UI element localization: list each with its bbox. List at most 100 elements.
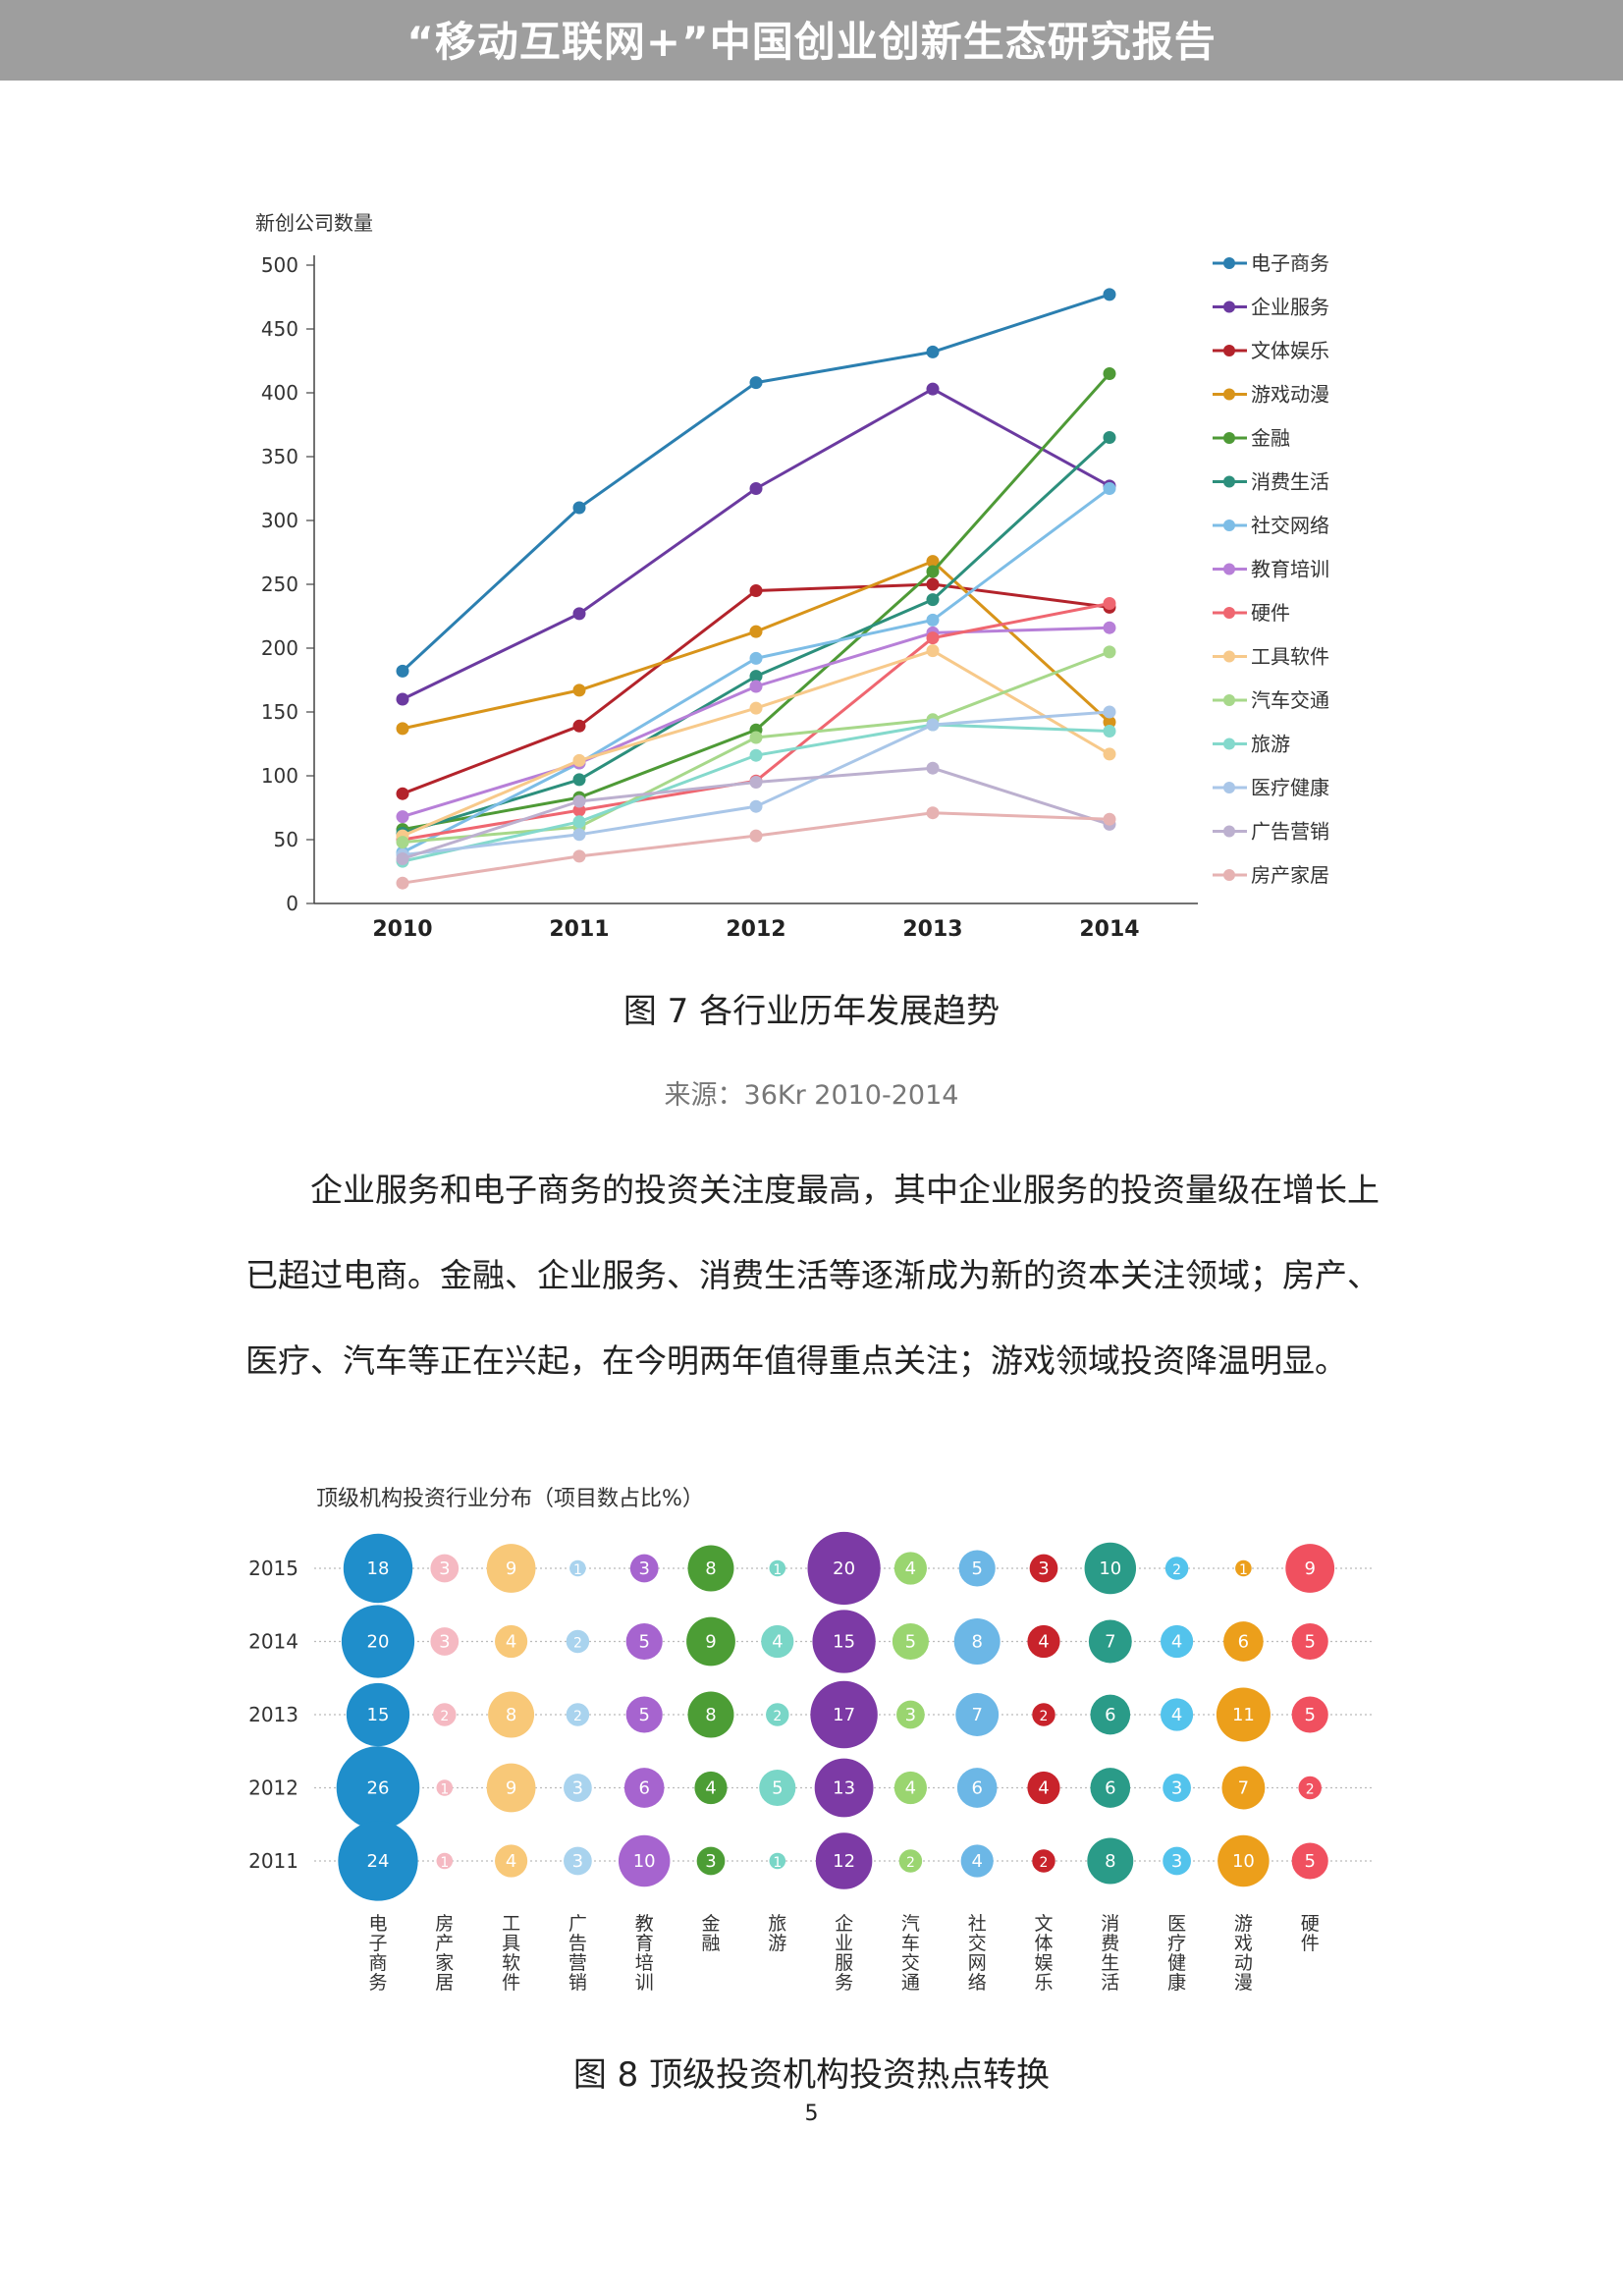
bubble-value: 1 xyxy=(1239,1562,1248,1578)
bubble xyxy=(1291,1842,1328,1880)
chart-axes: 0 50 100 150 200 250 300 350 400 450 500 2010 2011 20… xyxy=(261,253,1198,942)
data-point xyxy=(1103,747,1116,761)
category-label: 广告营销 xyxy=(568,1913,587,1994)
bubble-value: 5 xyxy=(1304,1851,1315,1872)
bubble-value: 8 xyxy=(1105,1851,1115,1872)
data-point xyxy=(572,803,586,817)
y-tick-label: 450 xyxy=(261,317,298,341)
bubble-value: 1 xyxy=(440,1855,449,1871)
bubble-value: 24 xyxy=(367,1851,390,1872)
data-point xyxy=(572,773,586,787)
legend-swatch-dot xyxy=(1223,345,1235,356)
bubble xyxy=(488,1691,535,1738)
bubble-value: 6 xyxy=(638,1778,649,1799)
bubble-value: 8 xyxy=(705,1558,716,1579)
bubble-value: 4 xyxy=(506,1632,516,1653)
y-tick-label: 400 xyxy=(261,381,298,405)
bubble xyxy=(766,1703,789,1726)
data-point xyxy=(749,670,763,683)
bubble-chart-title: 顶级机构投资行业分布（项目数占比%） xyxy=(316,1487,704,1511)
y-tick-label: 250 xyxy=(261,573,298,596)
bubble xyxy=(815,1832,873,1889)
bubble xyxy=(1161,1624,1194,1659)
report-header: “移动互联网+”中国创业创新生态研究报告 xyxy=(0,0,1623,81)
data-point xyxy=(572,753,586,767)
data-point xyxy=(572,828,586,842)
bubble-value: 12 xyxy=(833,1851,855,1872)
bubble-value: 9 xyxy=(506,1558,516,1579)
bubble xyxy=(346,1682,410,1747)
data-point xyxy=(926,593,940,607)
bubble-value: 4 xyxy=(1171,1632,1182,1653)
bubble-value: 26 xyxy=(367,1778,390,1799)
data-point xyxy=(749,651,763,665)
data-point xyxy=(396,664,409,678)
bubble xyxy=(892,1622,929,1661)
category-label: 房产家居 xyxy=(435,1913,454,1994)
bubble-value: 2 xyxy=(1040,1855,1049,1871)
x-tick-label: 2014 xyxy=(1079,917,1139,942)
legend-swatch-dot xyxy=(1223,257,1235,269)
bubble-value: 18 xyxy=(367,1558,390,1579)
category-label: 文体娱乐 xyxy=(1034,1913,1053,1994)
bubble-value: 6 xyxy=(1105,1778,1115,1799)
bubble-value: 3 xyxy=(572,1851,583,1872)
legend-label: 金融 xyxy=(1251,426,1290,450)
legend-label: 企业服务 xyxy=(1251,296,1329,319)
bubble xyxy=(486,1763,536,1813)
legend-label: 电子商务 xyxy=(1251,251,1329,275)
row-label: 2014 xyxy=(248,1630,298,1654)
bubble xyxy=(960,1844,994,1878)
bubble xyxy=(1235,1559,1252,1577)
bubble xyxy=(769,1852,786,1870)
bubble xyxy=(1291,1622,1328,1661)
bubble-value: 6 xyxy=(971,1778,982,1799)
bubble xyxy=(566,1703,590,1726)
y-axis-label: 新创公司数量 xyxy=(255,211,373,235)
bubble-value: 1 xyxy=(440,1782,449,1798)
bubble-value: 11 xyxy=(1232,1705,1255,1725)
data-point xyxy=(1103,482,1116,495)
legend-swatch-dot xyxy=(1223,519,1235,531)
bubble-value: 10 xyxy=(633,1851,656,1872)
data-point xyxy=(396,852,409,865)
bubble xyxy=(338,1821,418,1901)
bubble-value: 3 xyxy=(705,1851,716,1872)
data-point xyxy=(1103,725,1116,738)
bubble xyxy=(625,1622,663,1661)
legend-swatch-dot xyxy=(1223,432,1235,444)
y-tick-label: 0 xyxy=(286,892,298,915)
legend-swatch-dot xyxy=(1223,388,1235,401)
bubble xyxy=(1032,1703,1055,1726)
legend-swatch-dot xyxy=(1223,694,1235,706)
bubble-value: 3 xyxy=(638,1558,649,1579)
bubble xyxy=(436,1779,454,1796)
category-label: 社交网络 xyxy=(968,1913,987,1994)
bubble xyxy=(898,1849,923,1873)
data-point xyxy=(749,776,763,789)
bubble xyxy=(495,1624,528,1659)
data-point xyxy=(749,376,763,390)
bubble-value: 2 xyxy=(440,1709,449,1724)
category-label: 消费生活 xyxy=(1101,1913,1119,1994)
bubble xyxy=(566,1629,590,1654)
page-number: 5 xyxy=(804,2102,819,2126)
legend-label: 硬件 xyxy=(1251,601,1290,625)
bubble-value: 1 xyxy=(773,1855,782,1871)
x-tick-label: 2013 xyxy=(902,917,962,942)
legend-label: 文体娱乐 xyxy=(1251,339,1329,362)
legend-label: 房产家居 xyxy=(1251,863,1329,887)
bubble xyxy=(486,1544,536,1593)
legend-label: 旅游 xyxy=(1251,733,1290,756)
chart-legend: 电子商务企业服务文体娱乐游戏动漫金融消费生活社交网络教育培训硬件工具软件汽车交通… xyxy=(1213,251,1329,887)
bubble xyxy=(1029,1554,1058,1583)
y-tick-label: 200 xyxy=(261,636,298,660)
y-tick-label: 300 xyxy=(261,509,298,532)
x-tick-label: 2010 xyxy=(372,917,432,942)
data-point xyxy=(1103,367,1116,380)
data-point xyxy=(396,876,409,890)
data-point xyxy=(926,806,940,820)
industry-trend-line-chart: 新创公司数量 0 50 100 150 200 250 300 350 400 450 500 201… xyxy=(255,211,1329,942)
category-label: 游戏动漫 xyxy=(1234,1913,1253,1994)
row-label: 2013 xyxy=(248,1703,298,1726)
